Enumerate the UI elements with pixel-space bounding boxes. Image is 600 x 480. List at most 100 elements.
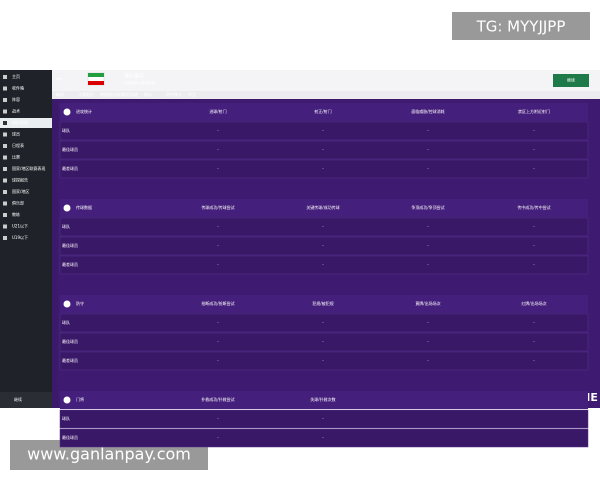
- sidebar-icon: [3, 155, 7, 160]
- section-title: 门将: [76, 396, 84, 402]
- watermark-box: [452, 12, 590, 40]
- sidebar-item[interactable]: 阵容: [12, 96, 20, 102]
- section-icon: [63, 396, 71, 404]
- cell: -: [322, 128, 324, 133]
- sidebar-item[interactable]: 俱乐部: [12, 200, 24, 206]
- sidebar-icon: [3, 132, 7, 137]
- table-row: [59, 351, 589, 371]
- cell: -: [217, 339, 219, 344]
- section-header: [60, 295, 588, 313]
- row-label: 最差球员: [62, 261, 78, 267]
- sidebar-item[interactable]: 球探报告: [12, 177, 28, 183]
- tab[interactable]: 防守统计: [166, 91, 182, 97]
- sidebar-item[interactable]: 收件箱: [12, 85, 24, 91]
- row-label: 最差球员: [62, 165, 78, 171]
- tab[interactable]: 统计: [144, 91, 152, 97]
- cell: -: [533, 224, 535, 229]
- table-row: [59, 332, 589, 352]
- sidebar-icon: [3, 144, 7, 148]
- sidebar-item[interactable]: 球员: [12, 131, 20, 137]
- sidebar-footer-label[interactable]: 继续: [14, 396, 22, 402]
- sidebar-item[interactable]: 国家/地区联赛表现: [12, 165, 45, 171]
- table-row: [59, 159, 589, 179]
- section-header: [60, 391, 588, 409]
- row-label: 最佳球员: [62, 338, 78, 344]
- cell: -: [217, 262, 219, 267]
- continue-button[interactable]: [553, 74, 589, 87]
- row-label: 最佳球员: [62, 242, 78, 248]
- cell: -: [533, 243, 535, 248]
- section-title: 传球数据: [76, 204, 92, 210]
- tab[interactable]: 概况: [56, 91, 64, 97]
- sidebar-icon: [3, 75, 7, 79]
- cell: -: [217, 416, 219, 421]
- column-header: 黄牌/出场场次: [415, 300, 440, 306]
- table-row: [59, 313, 589, 333]
- tab-bar: [52, 91, 600, 99]
- sidebar-icon: [3, 201, 7, 206]
- cell: -: [533, 147, 535, 152]
- tab[interactable]: 比赛报告: [78, 91, 94, 97]
- cell: -: [427, 262, 429, 267]
- sidebar-active: [0, 118, 52, 128]
- sidebar-item[interactable]: U19以下: [12, 235, 28, 240]
- cell: -: [217, 166, 219, 171]
- cell: -: [322, 262, 324, 267]
- sidebar-item[interactable]: 主页: [12, 73, 20, 79]
- sidebar-icon: [3, 121, 7, 125]
- flag-stripe: [88, 81, 104, 85]
- cell: -: [217, 358, 219, 363]
- cell: -: [322, 147, 324, 152]
- cell: -: [427, 320, 429, 325]
- cell: -: [533, 320, 535, 325]
- table-row: [59, 255, 589, 275]
- tab[interactable]: 数据概念报告: [100, 91, 124, 97]
- sidebar-item[interactable]: 球队报告: [12, 119, 28, 125]
- cell: -: [217, 224, 219, 229]
- table-row: [59, 121, 589, 141]
- sidebar-item[interactable]: 日程表: [12, 142, 24, 148]
- cell: -: [322, 320, 324, 325]
- column-header: 犯规/被犯规: [312, 300, 333, 306]
- back-arrow[interactable]: ←: [56, 75, 63, 84]
- sidebar-footer: [0, 392, 52, 408]
- column-header: 扑救成功/扑救尝试: [201, 396, 234, 402]
- cell: -: [322, 224, 324, 229]
- cell: -: [217, 147, 219, 152]
- cell: -: [427, 166, 429, 171]
- sidebar-icon: [3, 213, 7, 217]
- cell: -: [533, 166, 535, 171]
- row-label: 球队: [62, 415, 70, 421]
- top-bar: [52, 70, 600, 91]
- section-icon: [63, 204, 71, 212]
- table-row: [59, 409, 589, 429]
- section-title: 防守: [76, 300, 84, 306]
- cell: -: [322, 358, 324, 363]
- column-header: 射正/射门: [314, 108, 331, 114]
- sidebar-icon: [3, 224, 7, 229]
- sidebar-item[interactable]: 战术: [12, 108, 20, 114]
- sidebar-icon: [3, 109, 7, 114]
- sidebar-item[interactable]: 国家/地区: [12, 188, 29, 194]
- section-header: [60, 199, 588, 217]
- section-header: [60, 103, 588, 121]
- cell: -: [427, 128, 429, 133]
- sidebar-item[interactable]: 教练: [12, 211, 20, 217]
- section-icon: [63, 108, 71, 116]
- row-label: 最差球员: [62, 357, 78, 363]
- table-row: [59, 236, 589, 256]
- tab[interactable]: 对比: [188, 91, 196, 97]
- cell: -: [533, 262, 535, 267]
- section-title: 进攻统计: [76, 108, 92, 114]
- tab[interactable]: 阵容深度: [122, 91, 138, 97]
- cell: -: [427, 243, 429, 248]
- sidebar-item[interactable]: 比赛: [12, 154, 20, 160]
- cell: -: [427, 358, 429, 363]
- sidebar-item[interactable]: U21以下: [12, 224, 28, 229]
- column-header: 传球成功/传球尝试: [201, 204, 234, 210]
- cell: -: [322, 416, 324, 421]
- continue-label[interactable]: 继续: [567, 77, 575, 83]
- column-header: 争顶成功/争顶尝试: [411, 204, 444, 210]
